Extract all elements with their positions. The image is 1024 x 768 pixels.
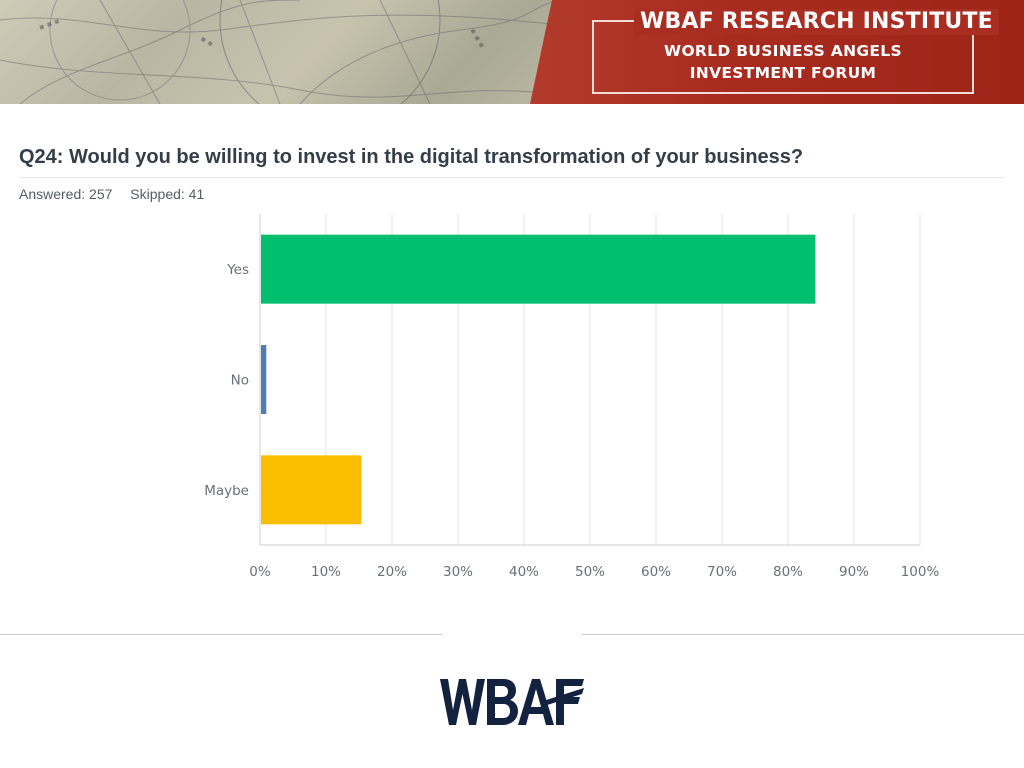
category-label: No <box>231 373 249 389</box>
answered-count: Answered: 257 <box>19 186 113 202</box>
x-tick-label: 40% <box>509 564 539 580</box>
x-tick-label: 70% <box>707 564 737 580</box>
category-label: Yes <box>226 262 249 278</box>
x-tick-label: 0% <box>249 564 271 580</box>
map-image: ▪ ▪ ▪ ▪ ▪ ▪ ▪ ▪ <box>0 0 560 104</box>
category-label: Maybe <box>204 483 249 499</box>
question-title: Q24: Would you be willing to invest in t… <box>19 146 804 168</box>
bar-yes <box>261 234 816 304</box>
question-divider <box>19 177 1005 178</box>
header-banner: ▪ ▪ ▪ ▪ ▪ ▪ ▪ ▪ WBAF RESEARCH INSTITUTE … <box>0 0 1024 104</box>
banner-subtitle-line2: INVESTMENT FORUM <box>689 64 877 82</box>
x-tick-label: 50% <box>575 564 605 580</box>
banner-title: WBAF RESEARCH INSTITUTE <box>634 9 999 35</box>
x-tick-label: 100% <box>901 564 940 580</box>
footer-divider-left <box>0 634 442 635</box>
bar-no <box>261 345 267 414</box>
skipped-count: Skipped: 41 <box>130 186 205 202</box>
bar-maybe <box>261 455 362 525</box>
x-tick-label: 20% <box>377 564 407 580</box>
banner-subtitle-line1: WORLD BUSINESS ANGELS <box>664 42 902 60</box>
x-tick-label: 80% <box>773 564 803 580</box>
response-stats: Answered: 257 Skipped: 41 <box>19 186 218 202</box>
x-tick-label: 30% <box>443 564 473 580</box>
x-tick-label: 90% <box>839 564 869 580</box>
x-tick-label: 60% <box>641 564 671 580</box>
footer-divider-right <box>582 634 1024 635</box>
x-tick-label: 10% <box>311 564 341 580</box>
wbaf-logo <box>440 679 584 725</box>
